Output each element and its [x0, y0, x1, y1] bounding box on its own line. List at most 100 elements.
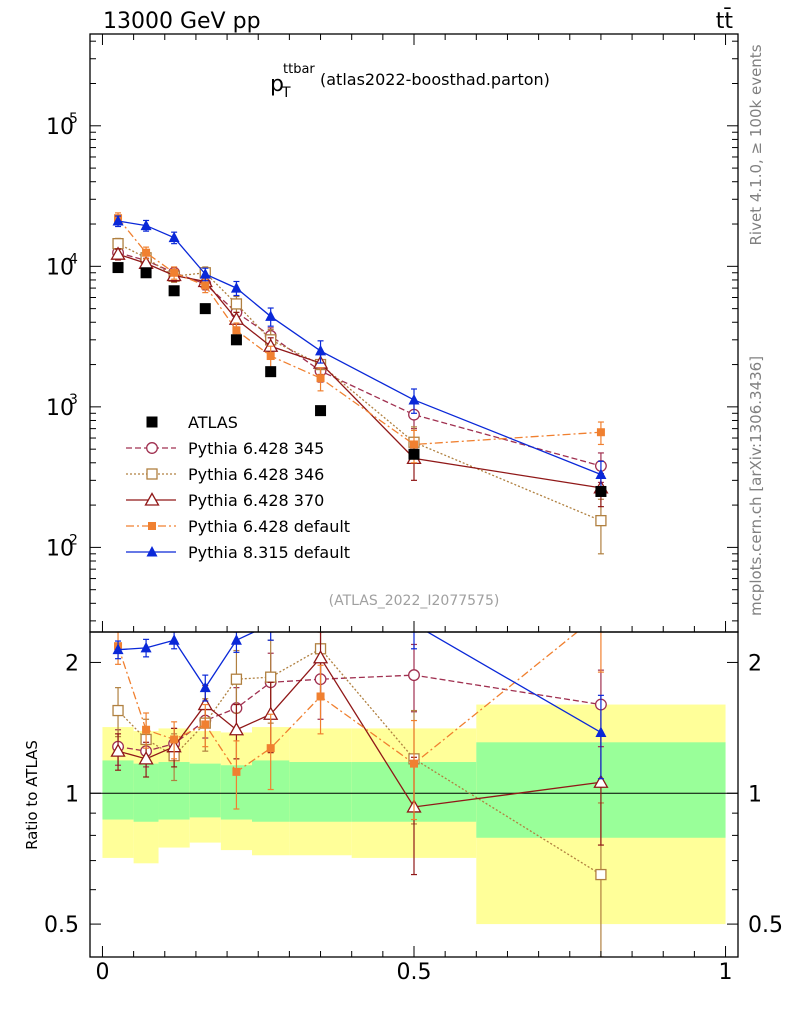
ratio-y-tick-label-2: 2: [65, 651, 79, 676]
point-pythia-6-428-default-4: [232, 326, 241, 335]
legend-marker-pythia-6-428-default: [148, 522, 156, 530]
ratio-y-axis-label: Ratio to ATLAS: [23, 740, 41, 850]
point-pythia-8-315-default-5: [265, 310, 277, 321]
point-atlas-2: [168, 285, 180, 297]
green-band-6: [289, 762, 352, 822]
legend-label-atlas: ATLAS: [188, 413, 238, 432]
mcplots-label: mcplots.cern.ch [arXiv:1306.3436]: [747, 356, 765, 616]
ratio-point-pythia-6-428-default-3: [201, 720, 210, 729]
energy-label: 13000 GeV pp: [103, 9, 261, 34]
point-atlas-6: [315, 405, 327, 417]
point-pythia-8-315-default-2: [168, 231, 180, 243]
main-y-tick-exp-1: 3: [69, 392, 78, 408]
legend-label-pythia-6-428-370: Pythia 6.428 370: [188, 491, 324, 510]
point-atlas-7: [408, 448, 420, 460]
ratio-y-tick-label-right-2: 2: [748, 651, 762, 676]
process-label: tt̄: [716, 8, 734, 34]
main-y-tick-exp-2: 4: [69, 251, 78, 267]
ratio-point-pythia-6-428-default-5: [266, 744, 275, 753]
point-pythia-6-428-default-3: [201, 281, 210, 290]
ratio-y-tick-label-right-1: 1: [748, 782, 762, 807]
title-suffix: (atlas2022-boosthad.parton): [320, 70, 550, 89]
legend-item-pythia-6-428-346: Pythia 6.428 346: [126, 465, 324, 484]
point-pythia-6-428-default-7: [410, 440, 418, 449]
legend-marker-pythia-8-315-default: [146, 546, 158, 557]
point-pythia-8-315-default-6: [315, 344, 327, 356]
point-pythia-6-428-default-1: [142, 248, 151, 257]
legend: ATLAS Pythia 6.428 345 Pythia 6.428 346 Pyt…: [126, 413, 350, 562]
series-pythia-8-315-default: [112, 215, 607, 493]
ratio-point-pythia-6-428-default-7: [410, 759, 418, 768]
analysis-label: (ATLAS_2022_I2077575): [329, 593, 500, 609]
ratio-point-pythia-8-315-default-4: [230, 634, 242, 645]
legend-item-pythia-6-428-default: Pythia 6.428 default: [126, 517, 350, 536]
title-subscript: T: [281, 85, 291, 101]
main-y-tick-label-0: 10: [46, 536, 74, 561]
main-y-tick-label-2: 10: [46, 255, 74, 280]
legend-label-pythia-6-428-345: Pythia 6.428 345: [188, 439, 324, 458]
chart-title: p: [270, 72, 284, 97]
ratio-point-pythia-6-428-346-0: [112, 704, 124, 717]
legend-item-pythia-8-315-default: Pythia 8.315 default: [126, 543, 350, 562]
ratio-point-pythia-6-428-default-4: [232, 767, 241, 776]
ratio-y-tick-label-0: 0.5: [44, 913, 79, 938]
ratio-point-pythia-6-428-default-2: [170, 735, 179, 744]
ratio-point-pythia-8-315-default-3: [199, 681, 211, 693]
ratio-point-pythia-6-428-370-0: [110, 743, 126, 757]
point-pythia-8-315-default-7: [408, 393, 420, 405]
point-atlas-1: [140, 267, 152, 279]
ratio-series-pythia-8-315-default: [112, 632, 607, 780]
title-main: p: [270, 72, 284, 97]
legend-marker-pythia-6-428-346: [146, 468, 158, 480]
ratio-point-pythia-8-315-default-2: [168, 634, 180, 645]
point-atlas-5: [265, 366, 277, 378]
point-atlas-3: [199, 303, 211, 315]
legend-label-pythia-8-315-default: Pythia 8.315 default: [188, 543, 350, 562]
main-y-tick-label-1: 10: [46, 396, 74, 421]
ratio-series-layer: [110, 632, 609, 957]
legend-marker-pythia-6-428-345: [146, 442, 158, 454]
ratio-point-pythia-6-428-346-4: [230, 673, 243, 685]
point-pythia-8-315-default-8: [595, 468, 607, 480]
x-tick-label-2: 1: [719, 960, 733, 985]
point-pythia-6-428-370-0: [110, 246, 126, 260]
legend-label-pythia-6-428-346: Pythia 6.428 346: [188, 465, 324, 484]
green-band-3: [189, 763, 221, 818]
legend-label-pythia-6-428-default: Pythia 6.428 default: [188, 517, 350, 536]
main-y-tick-exp-3: 5: [69, 111, 78, 127]
series-atlas: [112, 262, 607, 497]
point-atlas-8: [595, 485, 607, 497]
x-tick-label-0: 0: [95, 960, 109, 985]
series-layer: [110, 212, 609, 555]
point-pythia-6-428-346-4: [230, 298, 243, 310]
point-pythia-6-428-default-2: [170, 268, 179, 277]
point-pythia-8-315-default-0: [112, 215, 124, 226]
ratio-point-pythia-6-428-370-1: [138, 751, 154, 765]
ratio-point-pythia-6-428-345-7: [408, 669, 420, 682]
ratio-point-pythia-8-315-default-8: [595, 726, 607, 737]
point-pythia-8-315-default-4: [230, 282, 242, 293]
legend-marker-pythia-6-428-370: [144, 492, 160, 506]
ratio-point-pythia-6-428-370-6: [312, 649, 329, 664]
point-pythia-8-315-default-3: [199, 268, 211, 279]
legend-item-pythia-6-428-370: Pythia 6.428 370: [126, 491, 324, 510]
point-atlas-0: [112, 262, 124, 274]
main-y-tick-label-3: 10: [46, 115, 74, 140]
rivet-version-label: Rivet 4.1.0, ≥ 100k events: [747, 44, 765, 245]
point-pythia-8-315-default-1: [140, 219, 152, 231]
ratio-point-pythia-8-315-default-0: [112, 643, 124, 655]
point-pythia-6-428-default-8: [596, 428, 605, 437]
ratio-y-tick-label-1: 1: [65, 782, 79, 807]
ratio-point-pythia-6-428-default-6: [316, 692, 325, 701]
point-pythia-6-428-default-5: [266, 352, 275, 361]
ratio-point-pythia-6-428-346-8: [595, 868, 607, 881]
ratio-y-tick-label-right-0: 0.5: [748, 913, 783, 938]
point-pythia-6-428-default-6: [316, 374, 325, 383]
ratio-point-pythia-6-428-default-1: [142, 725, 151, 734]
ratio-point-pythia-8-315-default-1: [140, 641, 152, 653]
point-pythia-6-428-346-8: [595, 514, 607, 527]
ratio-point-pythia-6-428-370-8: [593, 774, 609, 788]
ratio-point-pythia-6-428-346-5: [265, 671, 277, 683]
